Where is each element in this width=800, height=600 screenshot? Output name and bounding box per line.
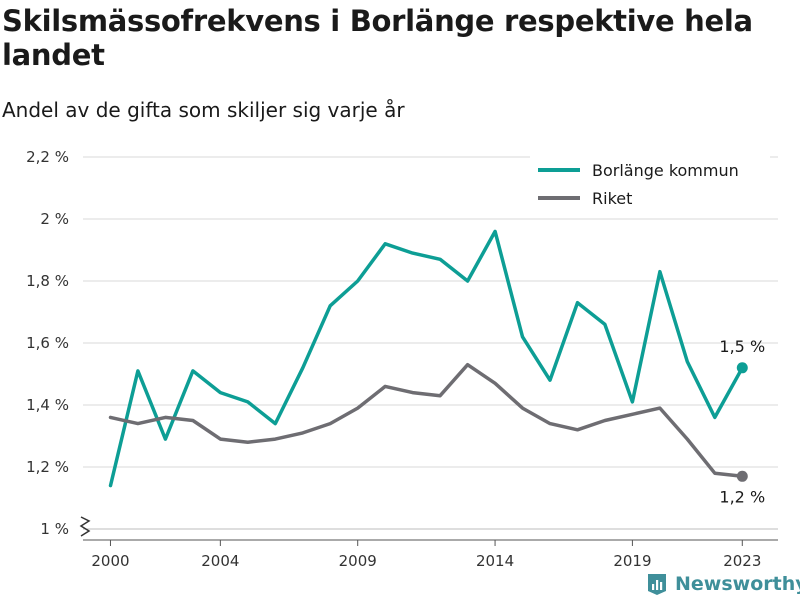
series-line-riket xyxy=(108,362,745,479)
x-tick-label: 2023 xyxy=(723,552,761,570)
end-point-borlange xyxy=(736,362,748,374)
end-point-riket xyxy=(736,470,748,482)
x-tick-label: 2000 xyxy=(91,552,129,570)
series-line-borlange xyxy=(108,229,745,488)
y-tick-label: 1,6 % xyxy=(26,334,69,352)
brand-name: Newsworthy xyxy=(675,573,800,595)
y-tick-label: 1,2 % xyxy=(26,458,69,476)
legend-label: Borlänge kommun xyxy=(592,161,739,180)
legend: Borlänge kommun Riket xyxy=(530,152,770,216)
y-tick-label: 2 % xyxy=(40,210,69,228)
y-tick-label: 2,2 % xyxy=(26,148,69,166)
y-tick-label: 1,8 % xyxy=(26,272,69,290)
legend-label: Riket xyxy=(592,189,632,208)
x-tick-label: 2009 xyxy=(339,552,377,570)
y-tick-label: 1 % xyxy=(40,520,69,538)
x-tick-label: 2014 xyxy=(476,552,514,570)
chart-title: Skilsmässofrekvens i Borlänge respektive… xyxy=(2,4,753,72)
x-tick-label: 2019 xyxy=(613,552,651,570)
axis-break-icon xyxy=(79,516,91,537)
newsworthy-logo: Newsworthy xyxy=(645,570,800,598)
chart-subtitle: Andel av de gifta som skiljer sig varje … xyxy=(2,98,405,122)
end-label-riket: 1,2 % xyxy=(719,487,765,506)
legend-background xyxy=(530,152,770,216)
axes: 1 % 1,2 % 1,4 % 1,6 % 1,8 % 2 % 2,2 % 2000 2004 2… xyxy=(26,148,778,570)
x-tick-label: 2004 xyxy=(201,552,239,570)
y-tick-label: 1,4 % xyxy=(26,396,69,414)
newsworthy-logo-icon xyxy=(648,574,666,595)
end-label-borlange: 1,5 % xyxy=(719,337,765,356)
series-lines: 1,5 % 1,2 % xyxy=(108,229,765,506)
